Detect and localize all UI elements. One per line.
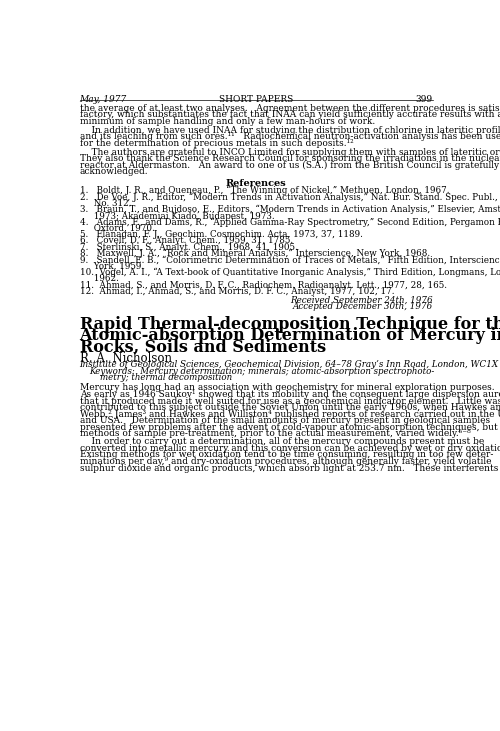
Text: Rapid Thermal-decomposition Technique for the: Rapid Thermal-decomposition Technique fo… [80,316,500,333]
Text: References: References [226,178,286,188]
Text: 5.   Flanagan, F. J., Geochim. Cosmochim. Acta, 1973, 37, 1189.: 5. Flanagan, F. J., Geochim. Cosmochim. … [80,230,362,239]
Text: Atomic-absorption Determination of Mercury in: Atomic-absorption Determination of Mercu… [80,327,500,344]
Text: R. A. Nicholson: R. A. Nicholson [80,352,172,365]
Text: Webb,² James³ and Hawkes and Williston⁴ published reports of research carried ou: Webb,² James³ and Hawkes and Williston⁴ … [80,409,500,419]
Text: 2.   De Voe, J. R., Editor, “Modern Trends in Activation Analysis,” Nat. Bur. St: 2. De Voe, J. R., Editor, “Modern Trends… [80,192,500,202]
Text: minimum of sample handling and only a few man-hours of work.: minimum of sample handling and only a fe… [80,117,375,126]
Text: 6.   Covell, D. F., Analyt. Chem., 1959, 31, 1785.: 6. Covell, D. F., Analyt. Chem., 1959, 3… [80,236,292,246]
Text: Mercury has long had an association with geochemistry for mineral exploration pu: Mercury has long had an association with… [80,384,494,393]
Text: that it produced made it well suited for use as a geochemical indicator element.: that it produced made it well suited for… [80,396,500,406]
Text: 9.   Sandell, E. B., “Colorimetric Determination of Traces of Metals,” Fifth Edi: 9. Sandell, E. B., “Colorimetric Determi… [80,255,500,265]
Text: for the determination of precious metals in such deposits.¹²: for the determination of precious metals… [80,139,353,148]
Text: presented few problems after the advent of cold-vapour atomic-absorption techniq: presented few problems after the advent … [80,423,498,432]
Text: contributed to this subject outside the Soviet Union until the early 1960s, when: contributed to this subject outside the … [80,403,500,412]
Text: converted into metallic mercury and this conversion can be achieved by wet or dr: converted into metallic mercury and this… [80,444,500,453]
Text: Keywords:  Mercury determination; minerals; atomic-absorption spectrophoto-: Keywords: Mercury determination; mineral… [89,367,434,376]
Text: They also thank the Science Research Council for sponsoring the irradiations in : They also thank the Science Research Cou… [80,154,500,163]
Text: In order to carry out a determination, all of the mercury compounds present must: In order to carry out a determination, a… [80,437,484,447]
Text: In addition, we have used INAA for studying the distribution of chlorine in late: In addition, we have used INAA for study… [80,126,500,135]
Text: minations per day,⁹ and dry-oxidation procedures, although generally faster, yie: minations per day,⁹ and dry-oxidation pr… [80,457,491,466]
Text: factory, which substantiates the fact that INAA can yield sufficiently accurate : factory, which substantiates the fact th… [80,110,500,119]
Text: 399: 399 [416,94,433,104]
Text: 3.   Braun, T., and Bujdoso, E., Editors, “Modern Trends in Activation Analysis,: 3. Braun, T., and Bujdoso, E., Editors, … [80,205,500,214]
Text: 8.   Maxwell, J. A., “Rock and Mineral Analysis,” Interscience, New York, 1968.: 8. Maxwell, J. A., “Rock and Mineral Ana… [80,249,430,258]
Text: and its leaching from such ores.¹¹   Radiochemical neutron-activation analysis h: and its leaching from such ores.¹¹ Radio… [80,132,500,141]
Text: metry; thermal decomposition: metry; thermal decomposition [89,374,232,382]
Text: SHORT PAPERS: SHORT PAPERS [219,94,294,104]
Text: 1973; Akadémiai Kiadó, Budapest, 1973.: 1973; Akadémiai Kiadó, Budapest, 1973. [80,211,274,221]
Text: Existing methods for wet oxidation tend to be time consuming, resulting in too f: Existing methods for wet oxidation tend … [80,450,493,460]
Text: 1962.: 1962. [80,274,118,284]
Text: Accepted December 30th, 1976: Accepted December 30th, 1976 [292,302,433,311]
Text: York, 1959.: York, 1959. [80,262,144,270]
Text: May, 1977: May, 1977 [80,94,127,104]
Text: Rocks, Soils and Sediments: Rocks, Soils and Sediments [80,338,326,356]
Text: 4.   Adams, F., and Dams, R., “Applied Gamma-Ray Spectrometry,” Second Edition, : 4. Adams, F., and Dams, R., “Applied Gam… [80,217,500,227]
Text: 7.   Sterlinski, S., Analyt. Chem., 1968, 41, 1905.: 7. Sterlinski, S., Analyt. Chem., 1968, … [80,243,298,251]
Text: sulphur dioxide and organic products, which absorb light at 253.7 nm.   These in: sulphur dioxide and organic products, wh… [80,463,500,472]
Text: the average of at least two analyses.   Agreement between the different procedur: the average of at least two analyses. Ag… [80,104,500,113]
Text: Institute of Geological Sciences, Geochemical Division, 64–78 Gray’s Inn Road, L: Institute of Geological Sciences, Geoche… [80,360,500,368]
Text: The authors are grateful to INCO Limited for supplying them with samples of late: The authors are grateful to INCO Limited… [80,148,500,156]
Text: 11.  Ahmad, S., and Morris, D. F. C., Radiochem. Radioanalyt. Lett., 1977, 28, 1: 11. Ahmad, S., and Morris, D. F. C., Rad… [80,281,446,289]
Text: Received September 24th, 1976: Received September 24th, 1976 [290,295,433,305]
Text: Oxford, 1970.: Oxford, 1970. [80,224,154,232]
Text: and USA.   Determination of the small amounts of mercury present in geological s: and USA. Determination of the small amou… [80,416,490,425]
Text: 1.   Boldt, J. R., and Queneau, P., “The Winning of Nickel,” Methuen, London, 19: 1. Boldt, J. R., and Queneau, P., “The W… [80,186,449,195]
Text: As early as 1946 Saukov¹ showed that its mobility and the consequent large dispe: As early as 1946 Saukov¹ showed that its… [80,390,500,399]
Text: 12.  Ahmad, I., Ahmad, S., and Morris, D. F. C., Analyst, 1977, 102, 17.: 12. Ahmad, I., Ahmad, S., and Morris, D.… [80,287,394,296]
Text: reactor at Aldermaston.   An award to one of us (S.A.) from the British Council : reactor at Aldermaston. An award to one … [80,161,498,170]
Text: acknowledged.: acknowledged. [80,167,148,176]
Text: No. 312.: No. 312. [80,199,131,208]
Text: methods of sample pre-treatment, prior to the actual measurement, varied widely.: methods of sample pre-treatment, prior t… [80,429,470,439]
Text: 10.  Vogel, A. I., “A Text-book of Quantitative Inorganic Analysis,” Third Editi: 10. Vogel, A. I., “A Text-book of Quanti… [80,268,500,277]
